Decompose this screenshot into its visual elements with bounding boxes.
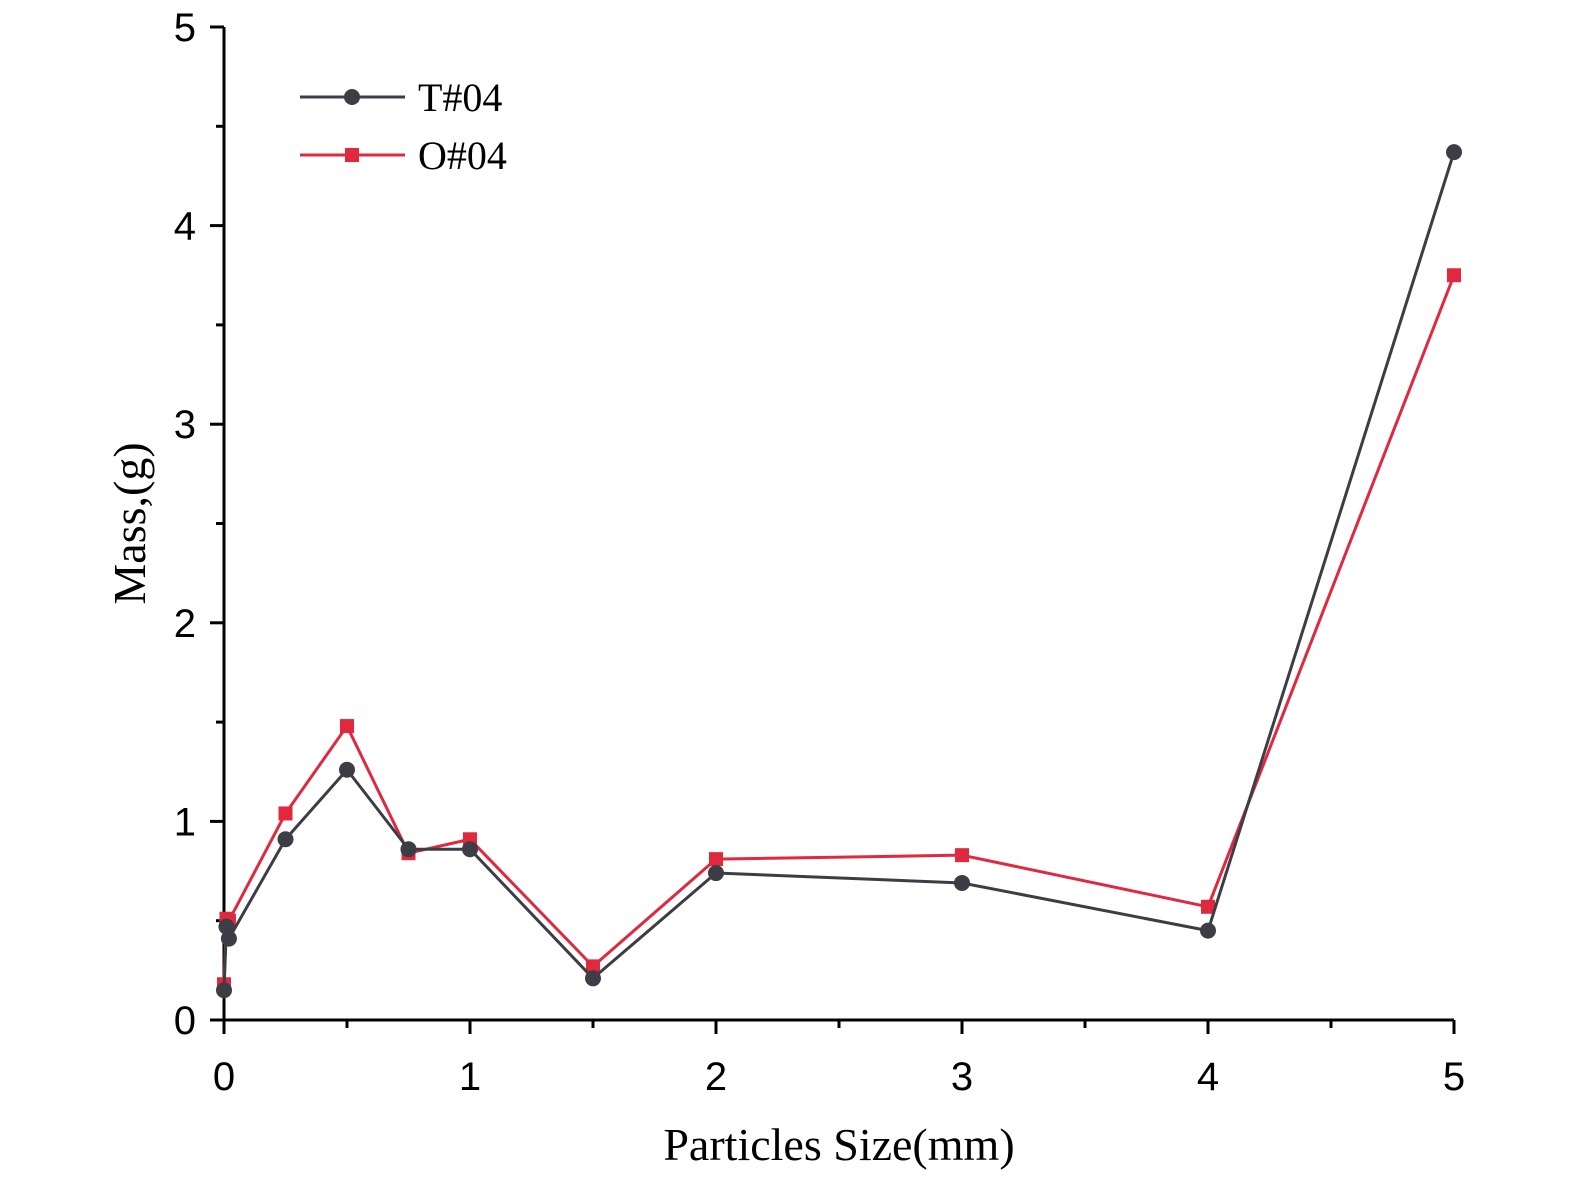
series-1-point — [1446, 144, 1462, 161]
series-1-point — [954, 874, 970, 891]
series-layer — [216, 144, 1462, 999]
y-tick-label: 2 — [174, 602, 196, 646]
series-1-point — [218, 918, 235, 935]
y-tick-label: 4 — [174, 205, 196, 249]
series-2-point — [340, 719, 354, 734]
legend-marker — [345, 148, 359, 162]
x-tick-label: 0 — [213, 1055, 235, 1099]
series-2-point — [709, 852, 723, 867]
legend-marker — [344, 89, 360, 105]
series-2 — [217, 268, 1461, 992]
x-tick-label: 1 — [459, 1055, 481, 1099]
x-tick-label: 5 — [1443, 1055, 1465, 1099]
series-1-point — [277, 831, 294, 848]
series-2-point — [1447, 268, 1461, 283]
legend-entry: O#04 — [300, 133, 507, 178]
series-2-point — [1201, 899, 1215, 914]
series-1-point — [400, 841, 417, 858]
series-1-point — [220, 930, 237, 947]
series-1-point — [339, 761, 355, 778]
y-axis-title: Mass,(g) — [104, 442, 155, 604]
series-1-point — [708, 865, 724, 882]
x-tick-label: 4 — [1197, 1055, 1219, 1099]
y-tick-label: 5 — [174, 6, 196, 50]
series-1-point — [462, 841, 478, 858]
series-2-point — [586, 959, 600, 974]
series-2-point — [955, 848, 969, 863]
legend-label: T#04 — [418, 75, 502, 120]
axes: 0 1 2 3 4 5 0 1 2 3 4 5 — [174, 6, 1465, 1099]
legend-entry: T#04 — [300, 75, 502, 120]
y-tick-label: 1 — [174, 800, 196, 844]
x-axis-title: Particles Size(mm) — [663, 1119, 1014, 1170]
x-tick-label: 2 — [705, 1055, 727, 1099]
series-1-point — [585, 970, 601, 987]
series-1-line — [222, 151, 1456, 991]
legend-label: O#04 — [418, 133, 507, 178]
series-1 — [216, 144, 1462, 999]
legend: T#04 O#04 — [300, 75, 507, 178]
y-tick-label: 3 — [174, 403, 196, 447]
series-1-point — [216, 982, 232, 999]
y-tick-label: 0 — [174, 999, 196, 1043]
x-tick-label: 3 — [951, 1055, 973, 1099]
series-2-point — [278, 806, 293, 821]
series-1-point — [1200, 922, 1216, 939]
